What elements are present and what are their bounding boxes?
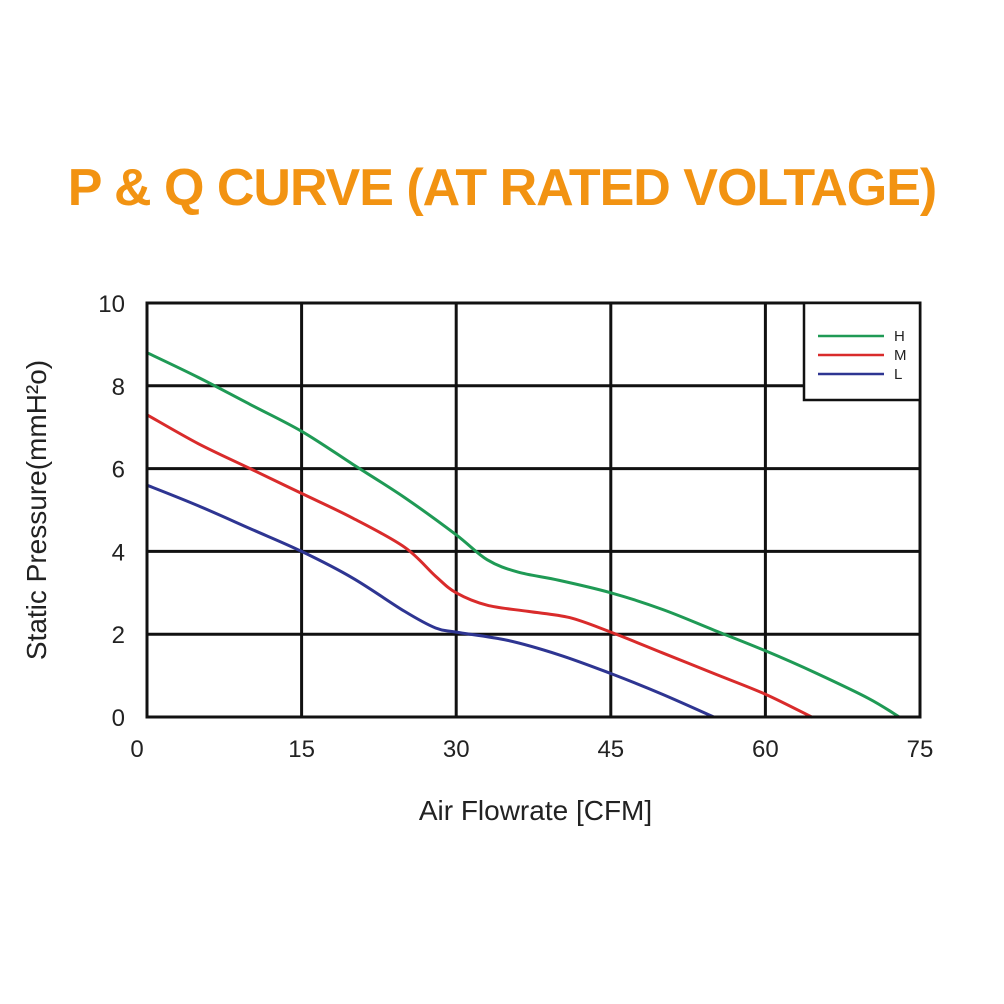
x-tick-label: 30 [443,736,470,763]
chart-title: P & Q CURVE (AT RATED VOLTAGE) [67,159,937,217]
series-lines [145,351,901,719]
plot-frame [145,301,922,719]
y-tick-label: 0 [112,705,125,732]
series-line-h [145,351,901,719]
y-tick-label: 4 [112,539,125,566]
x-axis-label: Air Flowrate [CFM] [419,795,652,826]
y-tick-label: 8 [112,374,125,401]
series-line-l [145,483,716,719]
x-tick-label: 45 [597,736,624,763]
legend-label-l: L [894,366,902,383]
legend: HML [802,301,922,402]
series-line-m [145,413,814,719]
legend-label-m: M [894,347,907,364]
tick-labels: 0 15 30 45 60 75 0 2 4 6 8 10 [98,291,933,763]
x-tick-label: 60 [752,736,779,763]
y-tick-label: 2 [112,622,125,649]
x-tick-label: 0 [130,736,143,763]
y-axis-label: Static Pressure(mmH²o) [21,360,52,660]
legend-box [802,301,922,402]
x-tick-label: 75 [907,736,934,763]
legend-label-h: H [894,328,905,345]
x-tick-label: 15 [288,736,315,763]
y-tick-label: 10 [98,291,125,318]
y-tick-label: 6 [112,457,125,484]
grid [147,303,920,717]
